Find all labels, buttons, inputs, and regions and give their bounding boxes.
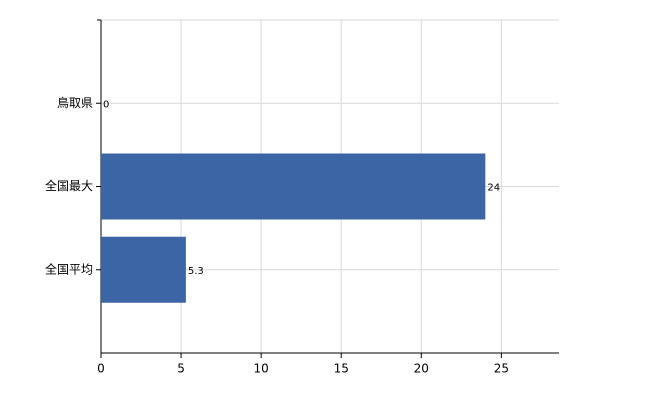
value-label: 24	[487, 183, 500, 194]
y-tick-label: 全国最大	[45, 178, 93, 193]
x-tick-label: 5	[177, 362, 185, 376]
value-label: 5.3	[188, 266, 204, 277]
x-tick-label: 10	[253, 362, 268, 376]
x-tick-label: 15	[334, 362, 349, 376]
y-tick-label: 鳥取県	[57, 95, 93, 110]
y-tick-label: 全国平均	[45, 261, 93, 276]
x-tick-label: 0	[97, 362, 105, 376]
x-tick-label: 25	[494, 362, 509, 376]
x-tick-label: 20	[414, 362, 429, 376]
bar	[101, 236, 186, 303]
bar	[101, 153, 486, 220]
value-label: 0	[103, 99, 109, 110]
